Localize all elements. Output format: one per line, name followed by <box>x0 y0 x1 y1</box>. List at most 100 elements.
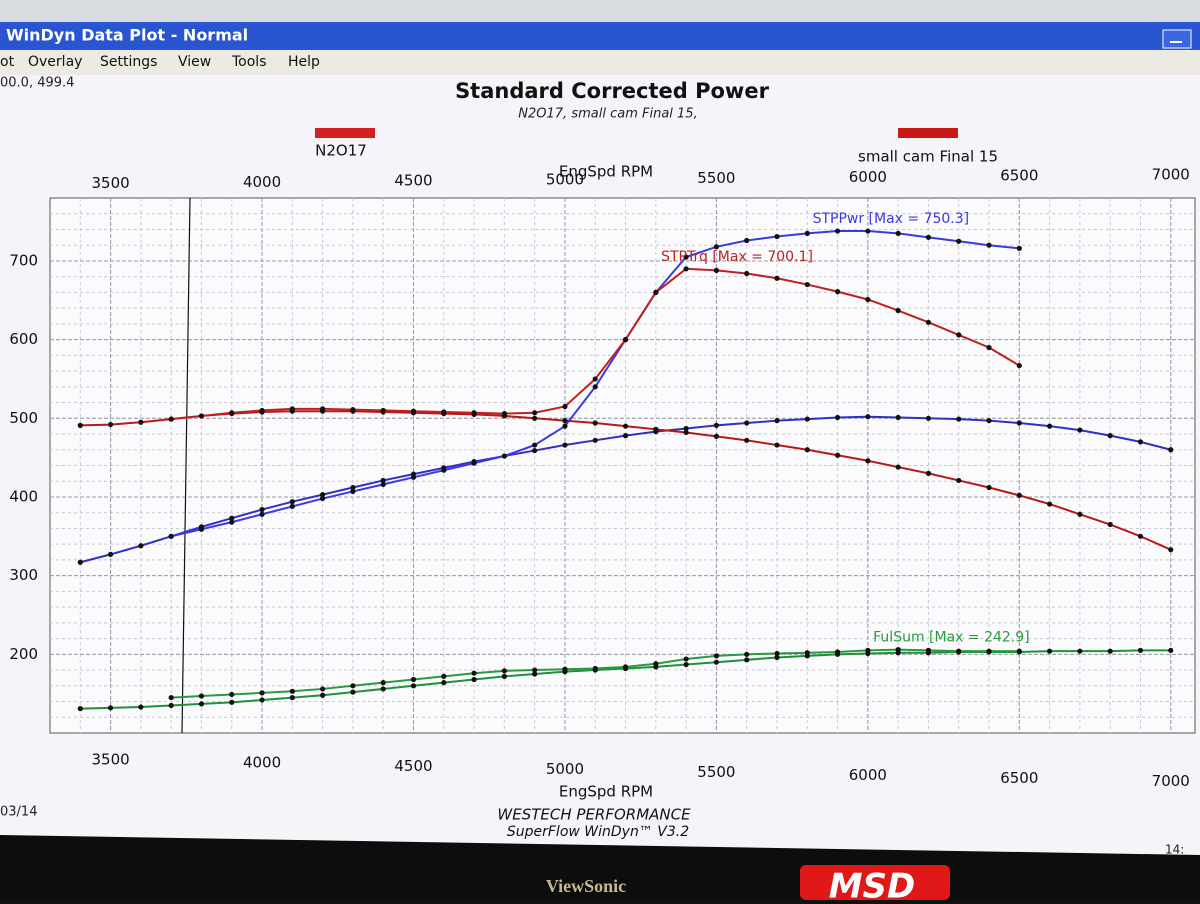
cursor-readout: 00.0, 499.4 <box>0 76 74 91</box>
data-point <box>774 650 780 657</box>
data-point <box>320 406 326 412</box>
footer-company: WESTECH PERFORMANCE <box>497 806 691 824</box>
data-point <box>895 647 901 653</box>
x-tick-label-top: 7000 <box>1152 166 1190 184</box>
menu-item[interactable]: Help <box>288 54 320 70</box>
menu-bar <box>0 50 1200 75</box>
data-point <box>320 692 326 698</box>
y-tick-label: 300 <box>9 566 38 584</box>
x-tick-label: 5000 <box>546 760 584 778</box>
data-point <box>804 281 810 288</box>
data-point <box>865 414 871 420</box>
data-point <box>501 673 507 679</box>
data-point <box>744 657 750 663</box>
data-point <box>259 511 265 517</box>
data-point <box>592 665 598 672</box>
x-tick-label-top: 3500 <box>91 174 129 192</box>
data-point <box>229 699 235 705</box>
data-point <box>925 647 932 653</box>
data-point <box>320 686 326 692</box>
series-label: FulSum [Max = 242.9] <box>873 630 1029 646</box>
data-point <box>289 503 295 510</box>
data-point <box>441 680 447 686</box>
data-point <box>138 419 144 425</box>
bezel-top <box>0 0 1200 22</box>
data-point <box>713 244 720 250</box>
minimize-button[interactable] <box>1162 29 1192 49</box>
data-point <box>259 697 265 703</box>
data-point <box>683 425 689 432</box>
data-point <box>1077 511 1083 517</box>
menu-item[interactable]: Settings <box>100 54 157 70</box>
data-point <box>1047 648 1053 654</box>
data-point <box>289 688 295 694</box>
data-point <box>713 433 720 439</box>
data-point <box>592 384 598 390</box>
x-axis-title-top: EngSpd RPM <box>559 163 653 181</box>
x-tick-label-top: 6500 <box>1000 167 1038 185</box>
data-point <box>1016 492 1022 498</box>
data-point <box>380 686 386 692</box>
data-point <box>350 484 356 491</box>
data-point <box>774 442 780 448</box>
data-point <box>501 410 507 417</box>
data-point <box>259 690 265 696</box>
data-point <box>744 420 750 426</box>
data-point <box>804 416 810 422</box>
data-point <box>653 289 659 296</box>
y-tick-label: 400 <box>9 487 38 505</box>
data-point <box>986 242 992 248</box>
data-point <box>350 488 356 495</box>
sticker <box>800 865 950 900</box>
x-axis-title: EngSpd RPM <box>559 783 653 801</box>
data-point <box>259 407 265 414</box>
data-point <box>804 230 810 237</box>
data-point <box>956 477 962 484</box>
data-point <box>744 437 750 443</box>
data-point <box>713 659 720 665</box>
data-point <box>956 332 962 338</box>
series-label: STPPwr [Max = 750.3] <box>813 211 970 227</box>
data-point <box>1168 647 1174 653</box>
menu-item[interactable]: Overlay <box>28 54 82 70</box>
x-tick-label: 6000 <box>849 766 887 784</box>
data-point <box>622 433 629 439</box>
data-point <box>592 420 598 426</box>
x-tick-label-top: 4500 <box>394 172 432 190</box>
menu-item[interactable]: Tools <box>231 54 267 70</box>
data-point <box>895 414 901 421</box>
legend-swatch <box>315 128 375 138</box>
data-point <box>804 447 810 453</box>
data-point <box>198 413 205 419</box>
data-point <box>77 422 83 428</box>
data-point <box>168 702 174 709</box>
data-point <box>289 694 295 701</box>
data-point <box>1107 521 1113 528</box>
data-point <box>441 673 447 679</box>
menu-item[interactable]: ot <box>0 54 15 70</box>
data-point <box>774 418 780 424</box>
data-point <box>865 296 871 303</box>
data-point <box>592 437 598 443</box>
data-point <box>744 237 750 244</box>
cursor-line <box>181 197 191 734</box>
x-tick-label: 5500 <box>697 763 735 781</box>
menu-item[interactable]: View <box>178 54 211 70</box>
data-point <box>744 270 750 277</box>
data-point <box>1016 362 1022 369</box>
data-point <box>107 421 114 428</box>
data-point <box>986 648 992 654</box>
data-point <box>532 671 538 677</box>
data-point <box>713 422 720 428</box>
data-point <box>986 344 992 351</box>
data-point <box>471 670 477 676</box>
legend-swatch <box>898 128 958 138</box>
data-point <box>925 470 932 476</box>
data-point <box>320 495 326 502</box>
data-point <box>865 458 871 464</box>
bezel-brand: ViewSonic <box>546 876 626 896</box>
data-point <box>289 406 295 412</box>
data-point <box>865 647 871 653</box>
x-tick-label: 6500 <box>1000 769 1038 787</box>
data-point <box>895 230 901 237</box>
